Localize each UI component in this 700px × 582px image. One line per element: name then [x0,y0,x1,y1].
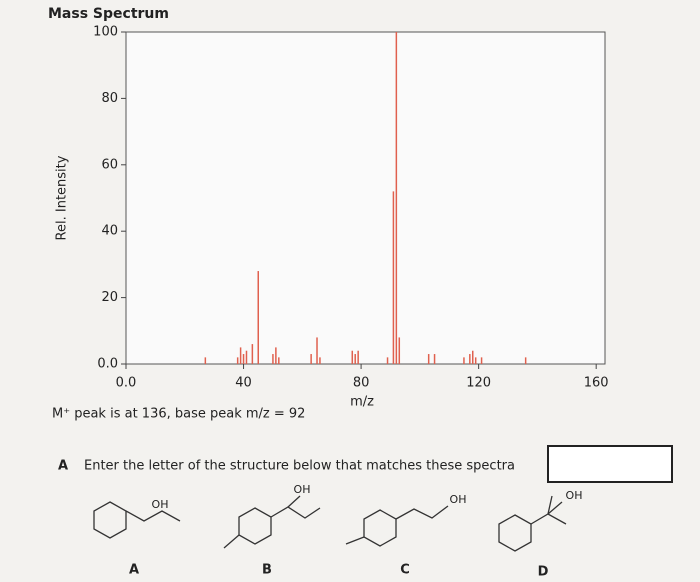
x-tick-label: 120 [466,376,491,391]
y-tick-label: 20 [101,290,118,305]
structure-label: D [538,565,549,580]
chain-c [395,505,449,520]
x-tick-label: 0.0 [116,376,137,391]
bond [287,495,301,508]
y-axis-label: Rel. Intensity [55,155,70,240]
group-label: OH [152,498,169,511]
note: M⁺ peak is at 136, base peak m/z = 92 [52,407,305,422]
x-tick-label: 40 [235,376,252,391]
plot-area [125,31,606,365]
chain-a [125,510,181,522]
question-text: Enter the letter of the structure below … [84,459,515,474]
methyl-c [345,536,365,545]
structures [93,495,567,552]
chain-b [270,506,321,519]
y-tick-label: 60 [101,157,118,172]
y-tick-label: 40 [101,224,118,239]
group-label: OH [294,483,311,496]
chart-title: Mass Spectrum [48,6,169,22]
methyl-b [223,534,240,549]
x-tick-label: 160 [584,376,609,391]
structure-label: A [129,563,139,578]
y-tick-label: 80 [101,91,118,106]
structure-label: B [262,563,272,578]
bond-d [547,501,563,515]
answer-input[interactable] [547,445,673,483]
x-axis-label: m/z [350,395,374,410]
methyl-d [547,495,553,515]
group-label: OH [450,493,467,506]
question-number: A [58,459,68,474]
y-tick-label: 0.0 [97,357,118,372]
structure-label: C [400,563,410,578]
y-tick-label: 100 [93,25,118,40]
x-tick-label: 80 [353,376,370,391]
group-label: OH [566,489,583,502]
